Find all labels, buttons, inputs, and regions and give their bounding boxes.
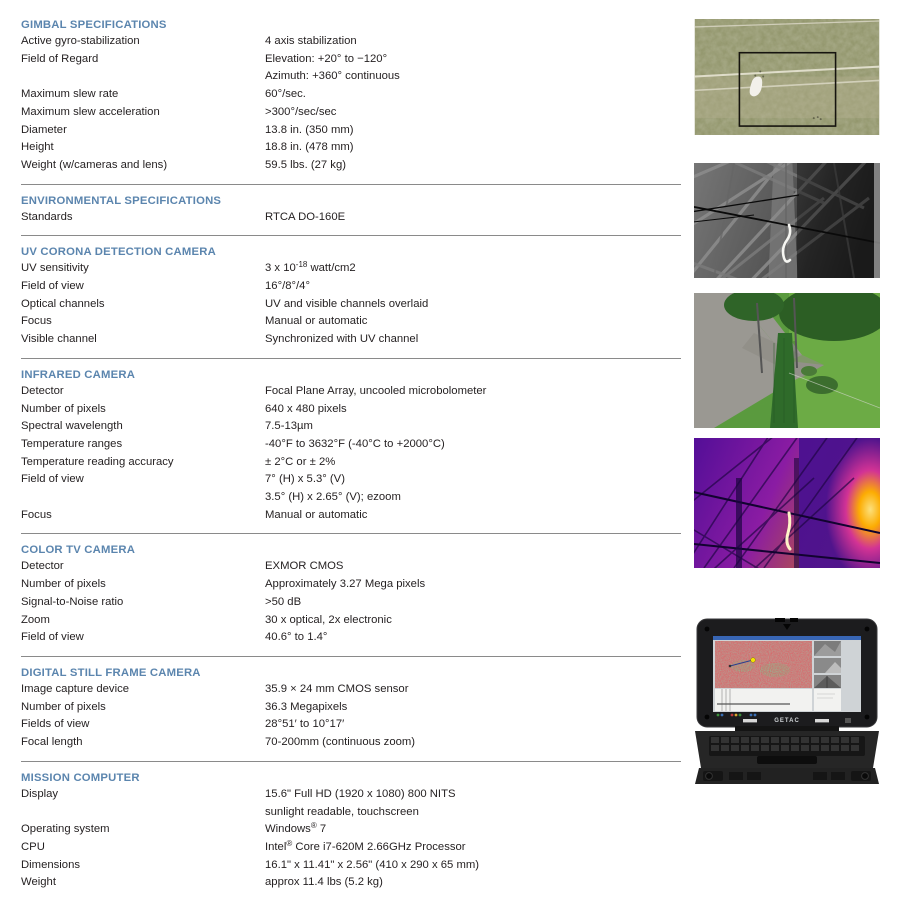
svg-text:GETAC: GETAC: [774, 718, 800, 724]
